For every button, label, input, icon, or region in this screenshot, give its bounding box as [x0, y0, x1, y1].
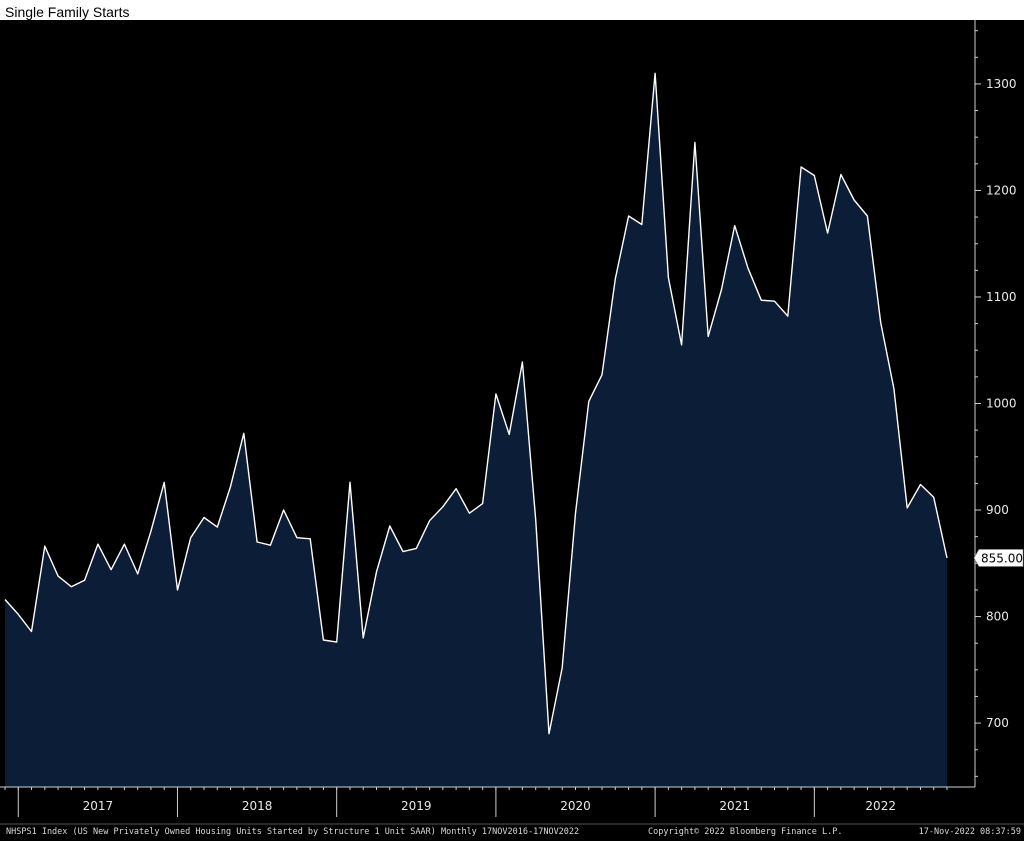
last-value-label: 855.00 — [981, 551, 1023, 565]
footer: NHSPS1 Index (US New Privately Owned Hou… — [6, 827, 1021, 837]
x-year-label: 2020 — [560, 799, 591, 813]
footer-timestamp: 17-Nov-2022 08:37:59 — [919, 827, 1021, 837]
y-tick-label: 1100 — [986, 290, 1017, 304]
area-fill — [5, 73, 947, 788]
y-tick-label: 900 — [986, 503, 1009, 517]
chart-title: Single Family Starts — [5, 4, 130, 20]
last-value-box — [973, 549, 1024, 567]
footer-description: NHSPS1 Index (US New Privately Owned Hou… — [6, 827, 579, 837]
chart-frame: 700 800 900 1000 1100 1200 1300 2017 2018 2019 20… — [0, 20, 1024, 841]
footer-copyright: Copyright© 2022 Bloomberg Finance L.P. — [648, 827, 842, 837]
y-axis: 700 800 900 1000 1100 1200 1300 — [974, 20, 1017, 787]
series-line — [4, 72, 948, 735]
x-year-label: 2018 — [242, 799, 273, 813]
y-tick-label: 700 — [986, 716, 1009, 730]
x-year-label: 2019 — [401, 799, 432, 813]
y-tick-label: 1000 — [986, 397, 1017, 411]
x-year-label: 2017 — [83, 799, 114, 813]
x-year-label: 2021 — [719, 799, 750, 813]
y-tick-label: 800 — [986, 610, 1009, 624]
last-value-marker: 855.00 — [973, 549, 1024, 567]
x-year-label: 2022 — [865, 799, 896, 813]
y-tick-label: 1300 — [986, 77, 1017, 91]
x-axis: 2017 2018 2019 2020 2021 2022 — [0, 786, 1024, 825]
y-tick-label: 1200 — [986, 183, 1017, 197]
